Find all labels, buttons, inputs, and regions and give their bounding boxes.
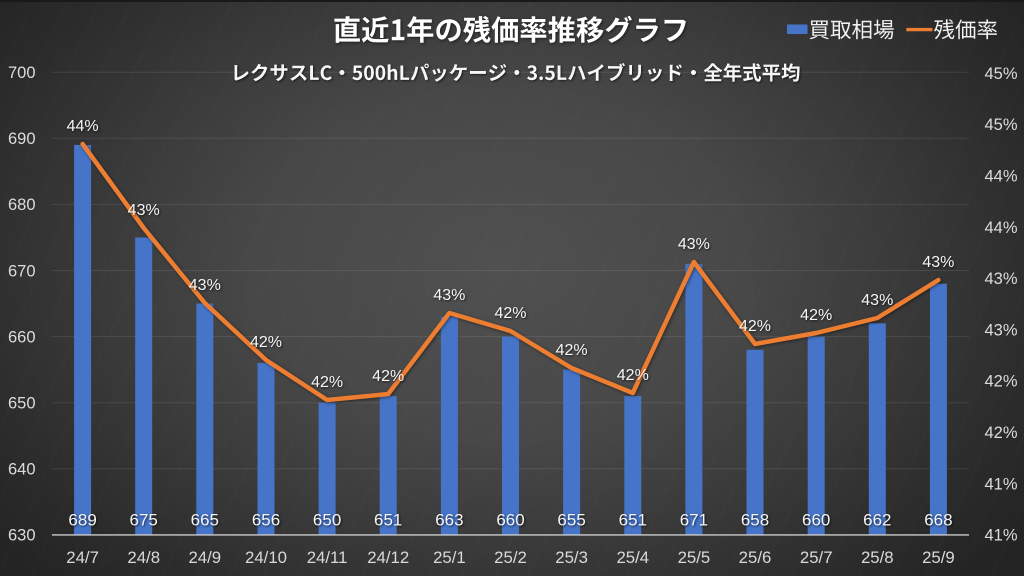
- svg-text:25/2: 25/2: [494, 548, 527, 567]
- svg-text:43%: 43%: [922, 254, 954, 271]
- svg-text:660: 660: [496, 510, 524, 529]
- svg-text:655: 655: [557, 510, 585, 529]
- svg-text:42%: 42%: [985, 373, 1018, 391]
- svg-text:44%: 44%: [985, 167, 1018, 185]
- svg-text:690: 690: [8, 130, 36, 148]
- svg-text:42%: 42%: [617, 367, 649, 384]
- svg-text:24/9: 24/9: [188, 548, 221, 567]
- svg-text:658: 658: [741, 510, 769, 529]
- svg-text:651: 651: [374, 510, 402, 529]
- svg-text:41%: 41%: [985, 527, 1018, 545]
- svg-text:42%: 42%: [250, 334, 282, 351]
- svg-text:680: 680: [8, 196, 36, 214]
- svg-text:43%: 43%: [861, 292, 893, 309]
- svg-text:650: 650: [8, 395, 36, 413]
- svg-text:42%: 42%: [494, 305, 526, 322]
- svg-text:630: 630: [8, 527, 36, 545]
- svg-text:43%: 43%: [128, 202, 160, 219]
- svg-text:25/5: 25/5: [678, 548, 711, 567]
- svg-text:25/9: 25/9: [922, 548, 955, 567]
- svg-text:42%: 42%: [739, 318, 771, 335]
- svg-text:42%: 42%: [985, 424, 1018, 442]
- svg-text:689: 689: [68, 510, 96, 529]
- svg-text:24/12: 24/12: [367, 548, 409, 567]
- svg-text:43%: 43%: [985, 270, 1018, 288]
- svg-text:670: 670: [8, 262, 36, 280]
- svg-text:42%: 42%: [800, 307, 832, 324]
- svg-text:42%: 42%: [311, 374, 343, 391]
- svg-text:44%: 44%: [985, 219, 1018, 237]
- svg-text:671: 671: [680, 510, 708, 529]
- svg-text:663: 663: [435, 510, 463, 529]
- svg-text:42%: 42%: [556, 342, 588, 359]
- svg-text:640: 640: [8, 461, 36, 479]
- svg-text:665: 665: [191, 510, 219, 529]
- svg-text:25/7: 25/7: [800, 548, 833, 567]
- svg-text:675: 675: [130, 510, 158, 529]
- svg-text:651: 651: [619, 510, 647, 529]
- svg-text:45%: 45%: [985, 116, 1018, 134]
- svg-text:25/4: 25/4: [616, 548, 649, 567]
- svg-text:43%: 43%: [985, 321, 1018, 339]
- svg-text:660: 660: [802, 510, 830, 529]
- svg-text:24/7: 24/7: [66, 548, 99, 567]
- svg-text:650: 650: [313, 510, 341, 529]
- svg-text:45%: 45%: [985, 65, 1018, 83]
- svg-text:24/10: 24/10: [245, 548, 287, 567]
- svg-text:24/11: 24/11: [307, 548, 348, 567]
- svg-text:24/8: 24/8: [127, 548, 160, 567]
- svg-text:700: 700: [8, 64, 36, 82]
- svg-text:25/1: 25/1: [433, 548, 466, 567]
- svg-text:43%: 43%: [678, 236, 710, 253]
- svg-text:43%: 43%: [433, 287, 465, 304]
- svg-text:25/6: 25/6: [739, 548, 772, 567]
- svg-text:42%: 42%: [372, 368, 404, 385]
- svg-text:25/8: 25/8: [861, 548, 894, 567]
- svg-text:41%: 41%: [985, 475, 1018, 493]
- svg-text:662: 662: [863, 510, 891, 529]
- svg-text:43%: 43%: [189, 277, 221, 294]
- svg-text:25/3: 25/3: [555, 548, 588, 567]
- svg-text:656: 656: [252, 510, 280, 529]
- svg-text:668: 668: [924, 510, 952, 529]
- svg-text:44%: 44%: [67, 118, 99, 135]
- svg-text:660: 660: [8, 328, 36, 346]
